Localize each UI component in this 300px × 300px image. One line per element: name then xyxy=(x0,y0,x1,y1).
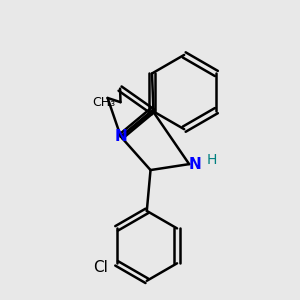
Text: N: N xyxy=(189,157,202,172)
Text: H: H xyxy=(206,153,217,167)
Text: Cl: Cl xyxy=(93,260,108,274)
Text: N: N xyxy=(114,129,127,144)
Text: CH₃: CH₃ xyxy=(93,96,116,109)
